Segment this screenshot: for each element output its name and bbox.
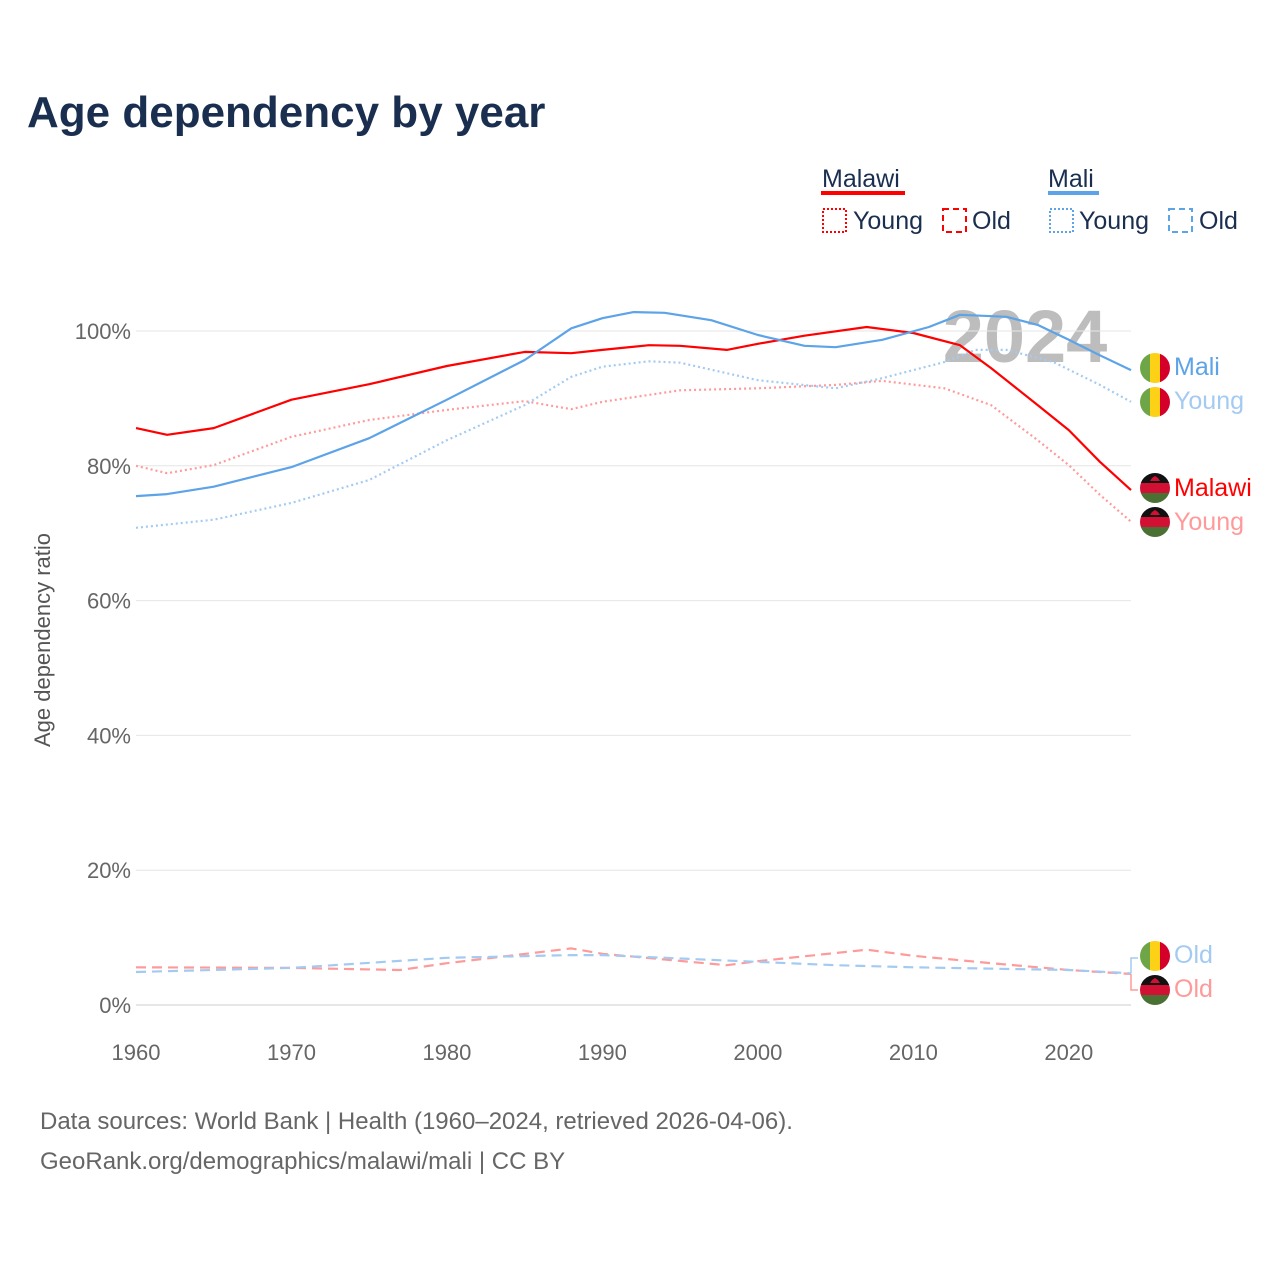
end-label-mali-young: Young xyxy=(1174,387,1244,415)
legend-mali-young-label[interactable]: Young xyxy=(1079,207,1149,235)
series-line-mali[interactable] xyxy=(135,311,1132,498)
legend-mali-label[interactable]: Mali xyxy=(1048,165,1094,193)
legend-mali-old-label[interactable]: Old xyxy=(1199,207,1238,235)
x-tick-label: 1990 xyxy=(578,1040,627,1065)
series-line-malawi[interactable] xyxy=(135,325,1132,491)
malawi-flag-icon xyxy=(1140,975,1170,1005)
x-tick-label: 1960 xyxy=(112,1040,161,1065)
end-label-mali-old: Old xyxy=(1174,941,1213,969)
chart-title: Age dependency by year xyxy=(27,88,546,137)
mali-old-connector xyxy=(1130,957,1138,974)
y-tick-label: 40% xyxy=(87,723,131,748)
x-tick-label: 2000 xyxy=(733,1040,782,1065)
end-label-mali: Mali xyxy=(1174,353,1220,381)
footer-sources: Data sources: World Bank | Health (1960–… xyxy=(40,1108,793,1135)
series-line-malawi-old[interactable] xyxy=(135,947,1132,976)
y-tick-label: 80% xyxy=(87,454,131,479)
y-axis-label: Age dependency ratio xyxy=(30,533,55,747)
series-line-mali-old[interactable] xyxy=(135,954,1132,975)
x-tick-label: 2010 xyxy=(889,1040,938,1065)
legend-malawi-swatch xyxy=(821,191,905,195)
malawi-flag-icon xyxy=(1140,473,1170,503)
end-label-malawi-old: Old xyxy=(1174,975,1213,1003)
end-label-malawi-young: Young xyxy=(1174,508,1244,536)
y-tick-label: 60% xyxy=(87,589,131,614)
mali-flag-icon xyxy=(1140,387,1170,417)
mali-flag-icon xyxy=(1140,353,1170,383)
malawi-flag-icon xyxy=(1140,507,1170,537)
series-line-malawi-young[interactable] xyxy=(135,379,1132,523)
y-tick-label: 100% xyxy=(75,319,131,344)
y-tick-label: 0% xyxy=(99,993,131,1018)
series-line-mali-young[interactable] xyxy=(135,348,1132,529)
legend-mali-old-swatch xyxy=(1168,208,1193,233)
mali-flag-icon xyxy=(1140,941,1170,971)
year-watermark: 2024 xyxy=(943,295,1108,378)
legend-malawi-label[interactable]: Malawi xyxy=(822,165,900,193)
malawi-old-connector xyxy=(1130,973,1138,991)
x-tick-label: 1970 xyxy=(267,1040,316,1065)
legend: Malawi Young Old Mali Young Old xyxy=(821,165,1238,235)
legend-malawi-young-swatch xyxy=(822,208,847,233)
footer-link[interactable]: GeoRank.org/demographics/malawi/mali | C… xyxy=(40,1148,566,1175)
y-tick-label: 20% xyxy=(87,858,131,883)
x-tick-label: 2020 xyxy=(1044,1040,1093,1065)
x-tick-label: 1980 xyxy=(422,1040,471,1065)
end-label-malawi: Malawi xyxy=(1174,474,1252,502)
legend-mali-swatch xyxy=(1048,191,1099,195)
legend-malawi-old-label[interactable]: Old xyxy=(972,207,1011,235)
legend-malawi-young-label[interactable]: Young xyxy=(853,207,923,235)
legend-malawi-old-swatch xyxy=(942,208,967,233)
legend-mali-young-swatch xyxy=(1049,208,1074,233)
